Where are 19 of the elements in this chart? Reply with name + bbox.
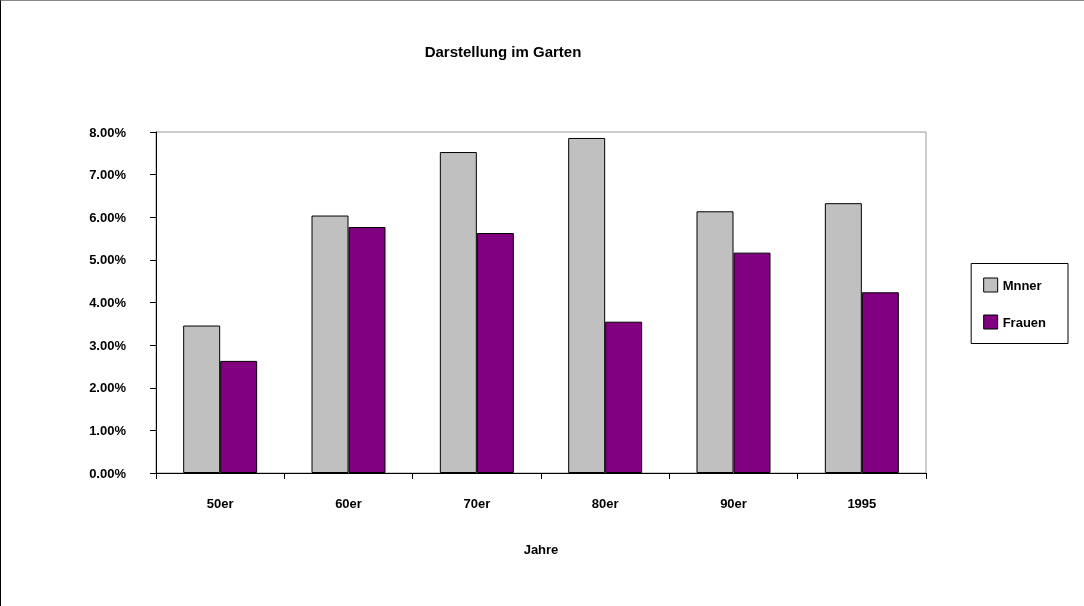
x-tick-label: 50er: [206, 496, 234, 511]
x-tick-label: 60er: [335, 496, 362, 511]
y-tick-label: 5.00%: [89, 252, 127, 268]
y-tick-label: 0.00%: [89, 465, 127, 481]
y-tick-label: 1.00%: [89, 422, 127, 438]
x-axis-title: Jahre: [523, 542, 559, 557]
y-tick-label: 7.00%: [89, 167, 127, 183]
x-tick-label: 1995: [847, 496, 877, 511]
y-tick-label: 4.00%: [89, 295, 127, 310]
y-tick-label: 6.00%: [89, 209, 127, 225]
y-tick-label: 2.00%: [89, 380, 127, 396]
y-tick-label: 3.00%: [89, 337, 127, 353]
y-tick-label: 8.00%: [89, 124, 127, 140]
x-tick-label: 80er: [591, 496, 619, 511]
chart-title: Darstellung im Garten: [424, 43, 582, 60]
x-tick-label: 90er: [720, 496, 747, 511]
legend-label: Frauen: [1002, 314, 1047, 330]
x-tick-label: 70er: [463, 496, 491, 511]
legend-label: Mnner: [1002, 277, 1042, 293]
